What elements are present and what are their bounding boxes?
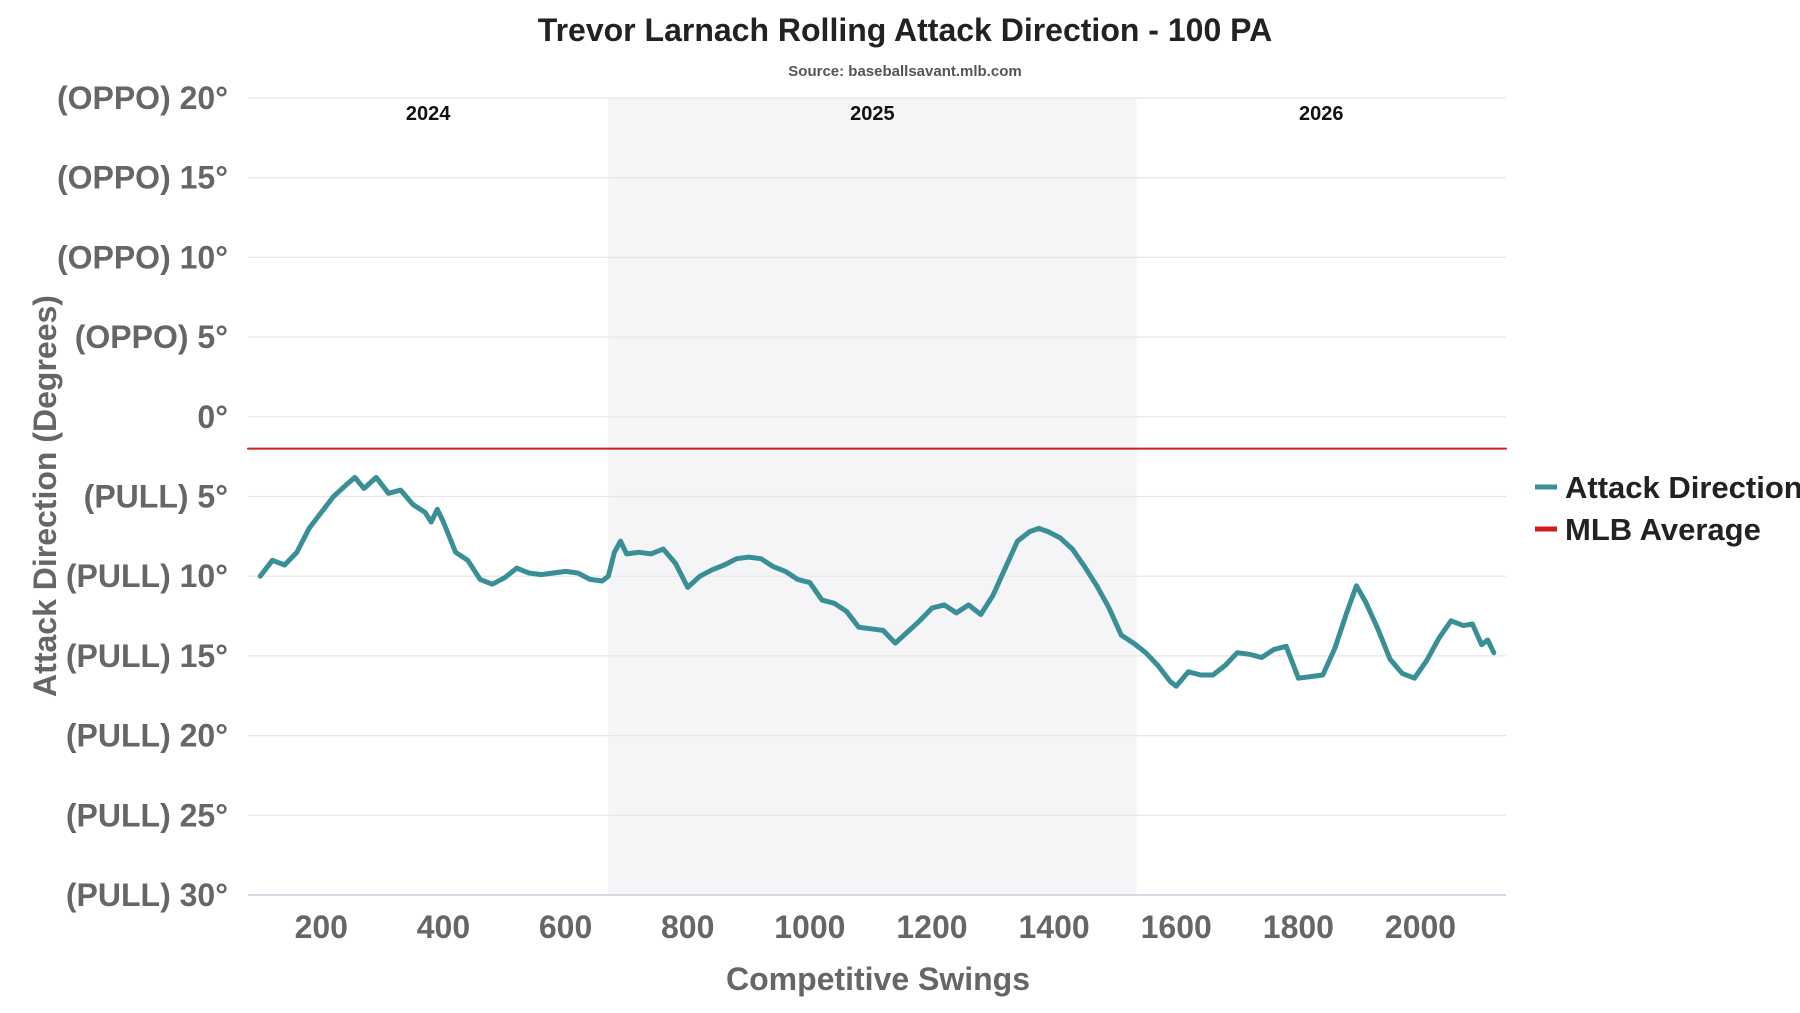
x-tick-label: 800 (661, 909, 714, 945)
series-lines (247, 447, 1507, 689)
y-tick-label: (PULL) 25° (66, 797, 228, 833)
x-tick-labels: 200 400 600 800 1000 1200 1400 1600 1800 2000 (295, 909, 1457, 945)
y-tick-label: (PULL) 10° (66, 558, 228, 594)
y-tick-label: (PULL) 5° (84, 479, 228, 515)
x-tick-label: 1400 (1019, 909, 1090, 945)
x-tick-label: 1600 (1141, 909, 1212, 945)
legend-label: MLB Average (1565, 512, 1761, 547)
series-line-attack-direction (257, 474, 1497, 689)
x-tick-label: 600 (539, 909, 592, 945)
season-labels: 2024 2025 2026 (406, 103, 1344, 125)
x-tick-label: 400 (417, 909, 470, 945)
x-tick-label: 1000 (774, 909, 845, 945)
y-tick-label: (PULL) 30° (66, 877, 228, 913)
x-tick-label: 2000 (1385, 909, 1456, 945)
y-tick-labels: (OPPO) 20° (OPPO) 15° (OPPO) 10° (OPPO) 5° 0… (57, 80, 228, 913)
x-tick-label: 1800 (1263, 909, 1334, 945)
season-label-2025: 2025 (850, 103, 895, 125)
y-tick-label: 0° (197, 399, 228, 435)
season-label-2024: 2024 (406, 103, 451, 125)
y-tick-label: (OPPO) 20° (57, 80, 228, 116)
chart-subtitle: Source: baseballsavant.mlb.com (788, 63, 1021, 80)
y-tick-label: (OPPO) 15° (57, 160, 228, 196)
season-label-2026: 2026 (1299, 103, 1344, 125)
y-tick-label: (OPPO) 5° (75, 319, 228, 355)
y-axis-title: Attack Direction (Degrees) (27, 295, 63, 697)
legend: Attack Direction MLB Average (1535, 470, 1800, 547)
x-axis-title: Competitive Swings (726, 961, 1030, 997)
x-tick-label: 200 (295, 909, 348, 945)
y-tick-label: (PULL) 20° (66, 718, 228, 754)
y-tick-label: (PULL) 15° (66, 638, 228, 674)
chart-title: Trevor Larnach Rolling Attack Direction … (538, 12, 1272, 48)
x-tick-label: 1200 (896, 909, 967, 945)
y-tick-label: (OPPO) 10° (57, 239, 228, 275)
legend-label: Attack Direction (1565, 470, 1800, 505)
